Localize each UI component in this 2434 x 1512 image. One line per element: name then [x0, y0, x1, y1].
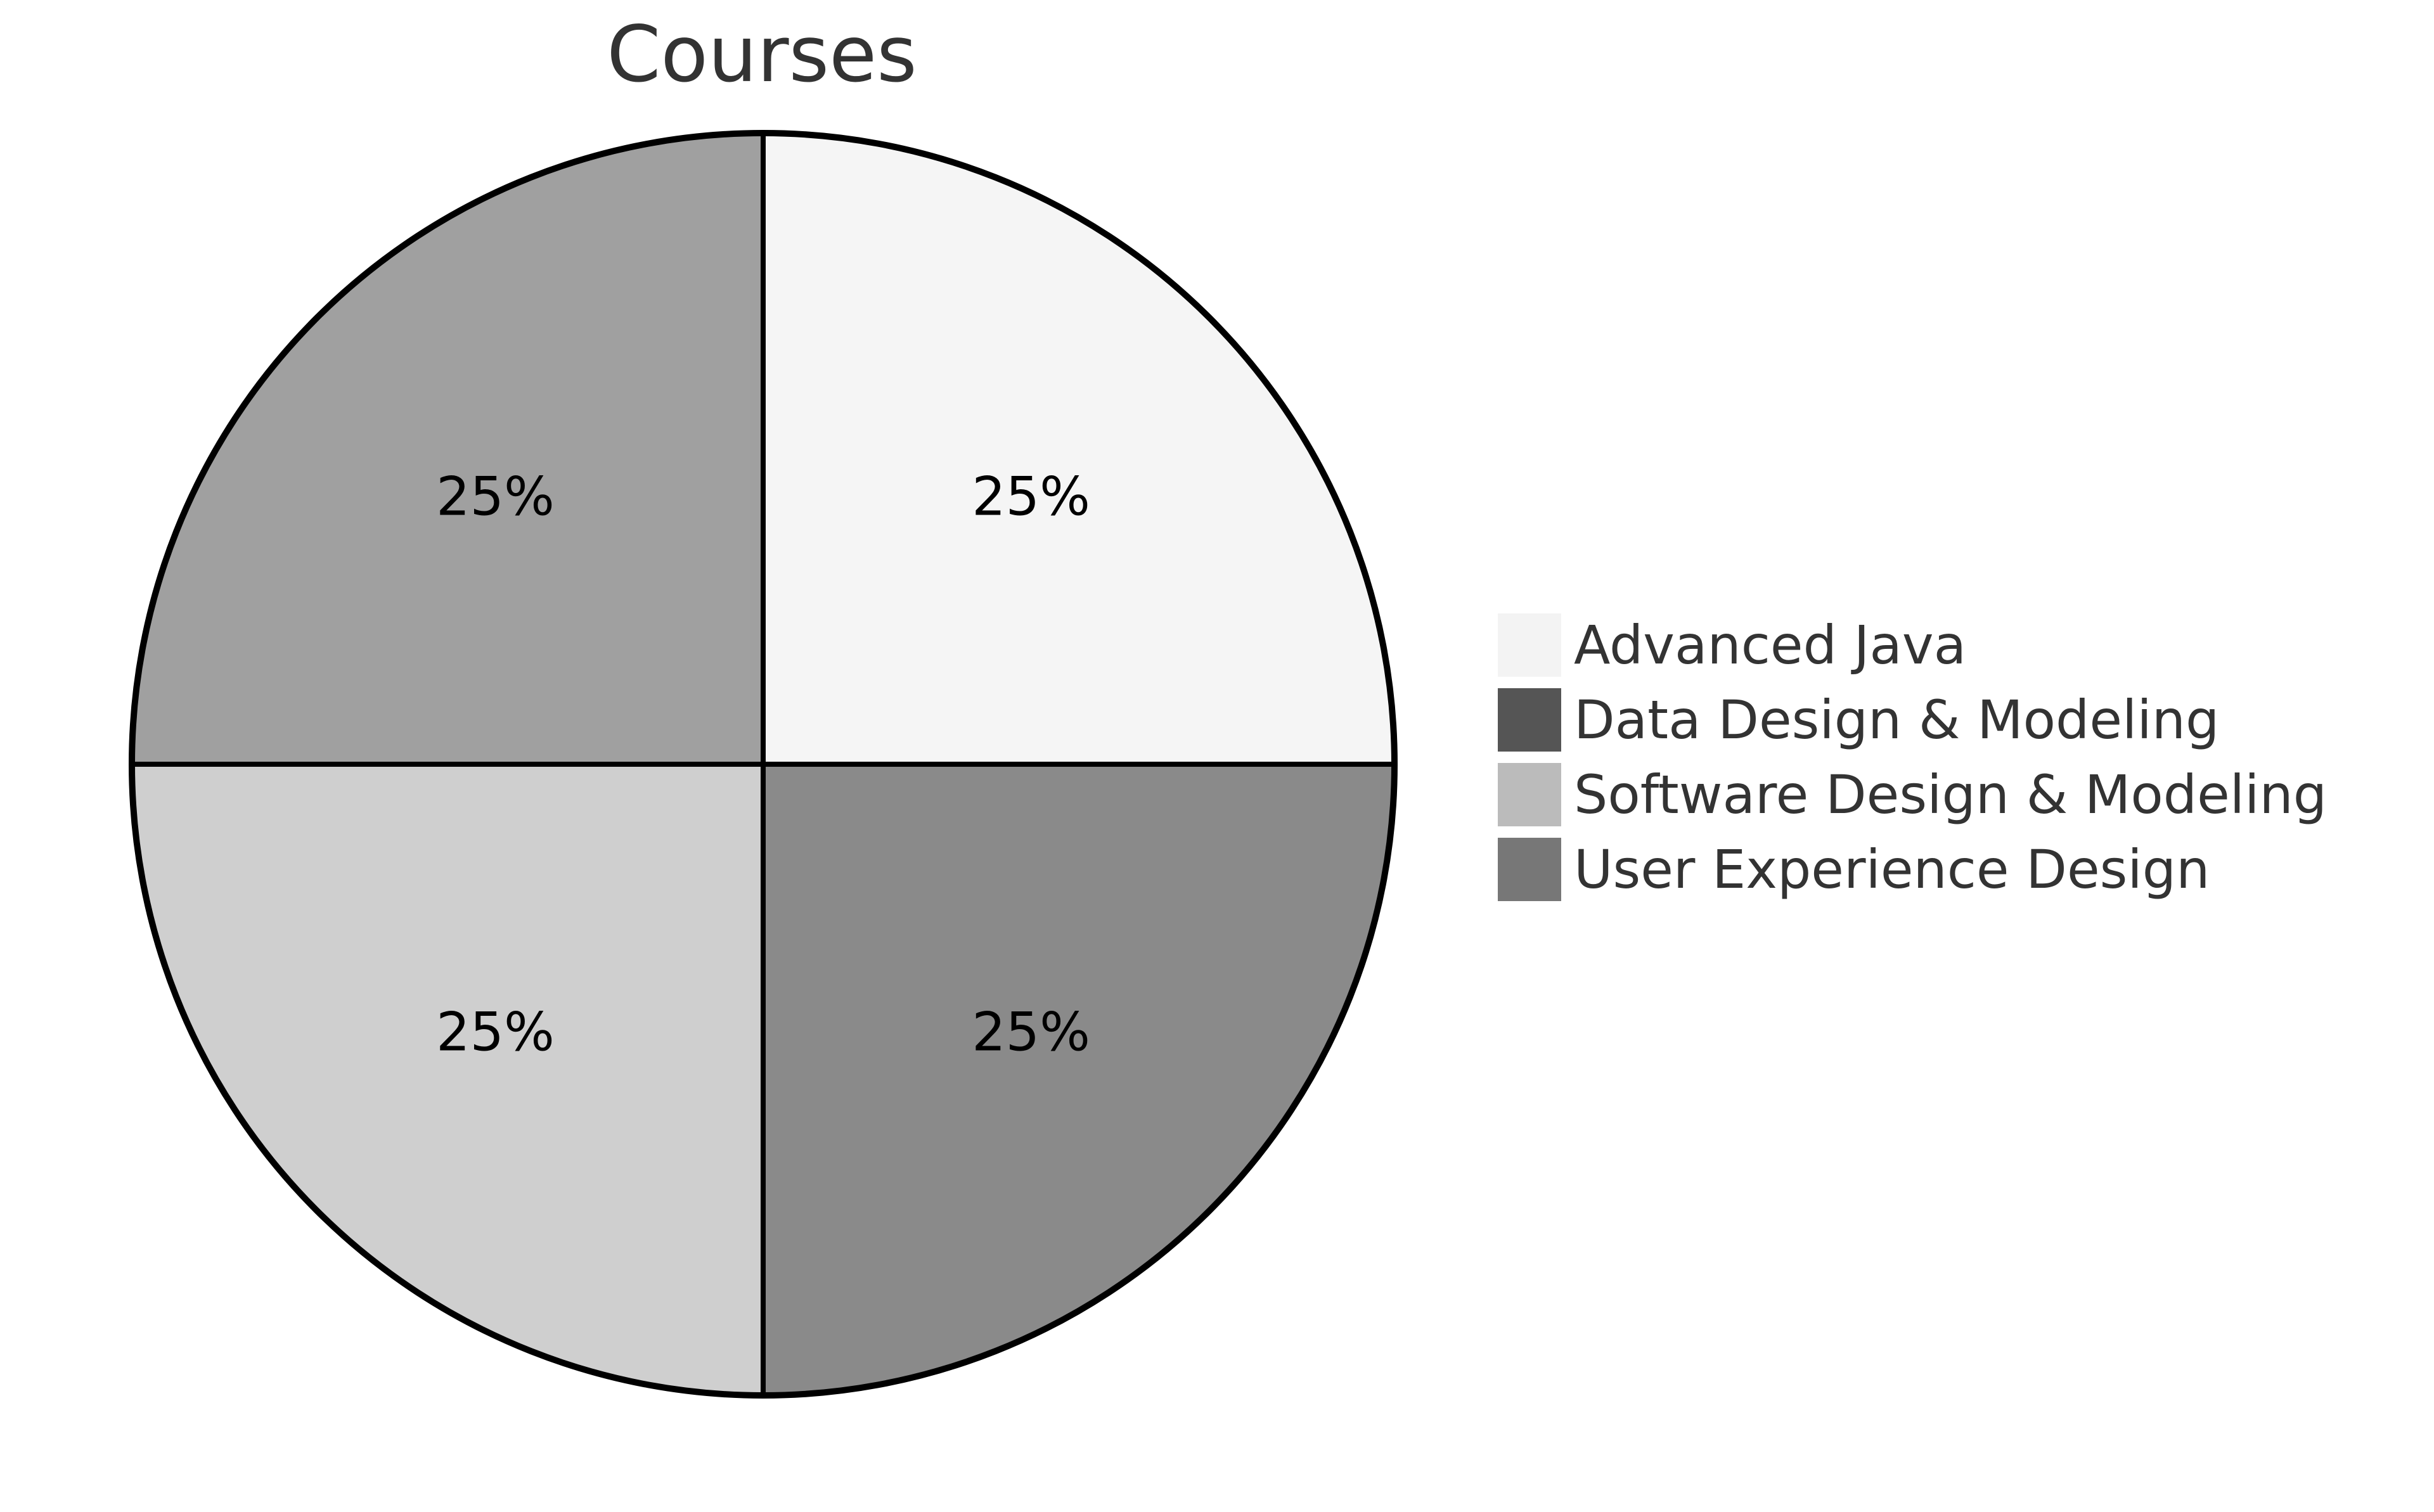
chart-title: Courses [607, 10, 917, 99]
slice-label-user-experience-design: 25% [972, 1001, 1090, 1063]
slice-label-software-design-and-modeling: 25% [436, 1001, 555, 1063]
legend: Advanced Java Data Design & Modeling Softw… [1498, 613, 2327, 901]
pie-slice-labels: 25% 25% 25% 25% [436, 465, 1090, 1063]
legend-label-data-design-and-modeling: Data Design & Modeling [1574, 689, 2219, 751]
legend-label-user-experience-design: User Experience Design [1574, 838, 2210, 900]
slice-label-advanced-java: 25% [972, 465, 1090, 527]
slice-label-data-design-and-modeling: 25% [436, 465, 555, 527]
pie-slice-software-design-and-modeling [129, 762, 766, 1399]
legend-swatch-data-design-and-modeling [1498, 688, 1561, 752]
pie-slice-advanced-java [761, 130, 1398, 767]
legend-swatch-software-design-and-modeling [1498, 763, 1561, 826]
legend-swatch-advanced-java [1498, 613, 1561, 677]
pie-slices [129, 130, 1398, 1399]
legend-swatch-user-experience-design [1498, 838, 1561, 901]
pie-slice-user-experience-design [761, 762, 1398, 1399]
legend-label-advanced-java: Advanced Java [1574, 614, 1966, 676]
legend-label-software-design-and-modeling: Software Design & Modeling [1574, 764, 2327, 826]
pie-slice-data-design-and-modeling [129, 130, 766, 767]
pie-outline [129, 130, 1398, 1399]
